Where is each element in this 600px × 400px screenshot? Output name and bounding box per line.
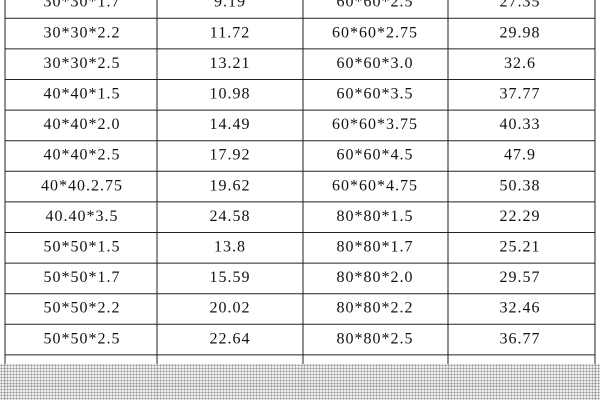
- cell: 10.98: [210, 85, 251, 102]
- cell: 9.19: [214, 0, 246, 11]
- cell: 22.64: [210, 330, 251, 347]
- cell: 14.49: [210, 116, 251, 133]
- cell: 50*50*2.5: [44, 330, 121, 347]
- cell: 60*60*3.0: [337, 55, 414, 72]
- cell: 50*50*1.5: [44, 238, 121, 255]
- cell: 17.92: [210, 147, 251, 164]
- cell: 30*30*2.2: [44, 24, 121, 41]
- cell: 60*60*3.5: [337, 85, 414, 102]
- cell: 80*80*1.7: [337, 238, 414, 255]
- cell: 50*50*2.2: [44, 300, 121, 317]
- noise-overlay: [0, 364, 600, 400]
- cell: 20.02: [210, 300, 251, 317]
- cell: 80*80*1.5: [337, 208, 414, 225]
- cell: 36.77: [500, 330, 541, 347]
- cell: 27.35: [500, 0, 541, 11]
- cell: 60*60*4.75: [332, 177, 418, 194]
- cell: 29.98: [500, 24, 541, 41]
- cell: 13.8: [214, 238, 246, 255]
- cell: 37.77: [500, 85, 541, 102]
- cell: 40*40*2.5: [44, 147, 121, 164]
- cell: 30*30*1.7: [44, 0, 121, 11]
- cell: 60*60*2.5: [337, 0, 414, 11]
- cell: 11.72: [210, 24, 250, 41]
- cell: 24.58: [210, 208, 251, 225]
- cell: 32.46: [500, 300, 541, 317]
- cell: 40*40*1.5: [44, 85, 121, 102]
- cell: 80*80*2.5: [337, 330, 414, 347]
- cell: 60*60*4.5: [337, 147, 414, 164]
- cell: 22.29: [500, 208, 541, 225]
- cell: 40*40.2.75: [41, 177, 123, 194]
- cell: 60*60*2.75: [332, 24, 418, 41]
- cell: 80*80*2.2: [337, 300, 414, 317]
- cell: 60*60*3.75: [332, 116, 418, 133]
- cell: 30*30*2.5: [44, 55, 121, 72]
- cell: 40.40*3.5: [46, 208, 119, 225]
- cell: 80*80*2.0: [337, 269, 414, 286]
- cell: 29.57: [500, 269, 541, 286]
- cell: 47.9: [504, 147, 536, 164]
- cell: 50*50*1.7: [44, 269, 121, 286]
- cell: 40*40*2.0: [44, 116, 121, 133]
- cell: 13.21: [210, 55, 251, 72]
- cell: 15.59: [210, 269, 251, 286]
- cell: 25.21: [500, 238, 541, 255]
- cell: 19.62: [210, 177, 251, 194]
- cell: 32.6: [504, 55, 536, 72]
- cell: 40.33: [500, 116, 541, 133]
- cell: 50.38: [500, 177, 541, 194]
